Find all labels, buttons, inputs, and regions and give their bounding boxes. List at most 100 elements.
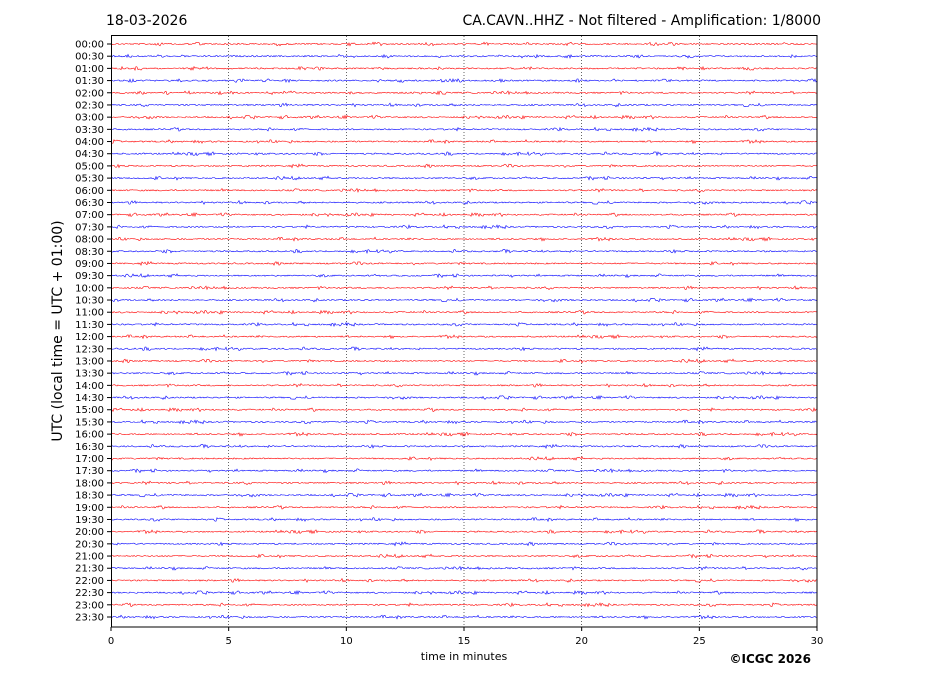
trace-1000 xyxy=(110,285,818,291)
y-tick-label: 00:30 xyxy=(75,52,104,63)
y-tick-label: 23:00 xyxy=(75,600,104,611)
x-tick-label: 0 xyxy=(108,636,114,647)
trace-0530 xyxy=(110,175,817,181)
y-tick-label: 11:30 xyxy=(75,320,104,331)
trace-2030 xyxy=(110,541,818,547)
x-tick-label: 15 xyxy=(458,636,471,647)
trace-0030 xyxy=(110,53,818,59)
y-tick-label: 07:30 xyxy=(75,222,104,233)
y-tick-label: 10:30 xyxy=(75,296,104,307)
trace-2100 xyxy=(110,553,818,559)
y-tick-label: 16:30 xyxy=(75,442,104,453)
y-tick-label: 01:30 xyxy=(75,76,104,87)
trace-1200 xyxy=(110,334,818,340)
y-tick-label: 06:30 xyxy=(75,198,104,209)
traces xyxy=(110,41,818,620)
trace-1900 xyxy=(110,504,818,510)
trace-0230 xyxy=(110,102,818,108)
y-tick-label: 03:00 xyxy=(75,113,104,124)
trace-1930 xyxy=(110,517,818,523)
trace-1400 xyxy=(110,382,818,388)
y-tick-label: 09:00 xyxy=(75,259,104,270)
trace-1030 xyxy=(110,297,818,303)
y-tick-label: 06:00 xyxy=(75,186,104,197)
trace-2200 xyxy=(110,577,818,583)
x-tick-label: 25 xyxy=(693,636,706,647)
trace-1630 xyxy=(110,443,818,449)
y-tick-label: 05:30 xyxy=(75,174,104,185)
trace-0100 xyxy=(110,65,817,71)
y-tick-label: 18:30 xyxy=(75,491,104,502)
y-tick-label: 14:30 xyxy=(75,393,104,404)
y-tick-label: 02:00 xyxy=(75,88,104,99)
trace-1730 xyxy=(110,468,818,474)
trace-1800 xyxy=(110,480,818,486)
y-tick-label: 22:00 xyxy=(75,576,104,587)
y-tick-label: 15:30 xyxy=(75,417,104,428)
y-tick-label: 01:00 xyxy=(75,64,104,75)
x-tick-label: 5 xyxy=(225,636,231,647)
y-tick-label: 21:00 xyxy=(75,552,104,563)
date-label: 18-03-2026 xyxy=(106,13,187,29)
trace-0730 xyxy=(110,224,818,230)
y-tick-label: 09:30 xyxy=(75,271,104,282)
x-axis-ticks: 0 5 10 15 20 25 30 xyxy=(108,627,823,647)
y-tick-label: 11:00 xyxy=(75,308,104,319)
y-tick-label: 14:00 xyxy=(75,381,104,392)
y-tick-label: 19:30 xyxy=(75,515,104,526)
trace-0300 xyxy=(110,114,818,120)
x-tick-label: 10 xyxy=(340,636,353,647)
trace-1330 xyxy=(110,370,817,376)
y-tick-label: 22:30 xyxy=(75,588,104,599)
y-tick-label: 21:30 xyxy=(75,564,104,575)
trace-1530 xyxy=(110,419,818,425)
x-tick-label: 20 xyxy=(575,636,588,647)
y-tick-label: 20:30 xyxy=(75,539,104,550)
trace-1500 xyxy=(110,407,818,413)
trace-2300 xyxy=(110,602,818,608)
trace-0900 xyxy=(110,260,818,267)
trace-0400 xyxy=(110,139,818,145)
y-tick-label: 03:30 xyxy=(75,125,104,136)
y-tick-label: 20:00 xyxy=(75,527,104,538)
y-axis-label: UTC (local time = UTC + 01:00) xyxy=(50,220,66,441)
copyright: ©ICGC 2026 xyxy=(729,652,811,666)
trace-0600 xyxy=(110,187,818,193)
trace-1300 xyxy=(110,358,818,364)
y-tick-label: 07:00 xyxy=(75,210,104,221)
trace-0930 xyxy=(110,273,818,279)
trace-2330 xyxy=(110,614,817,620)
y-tick-label: 23:30 xyxy=(75,613,104,624)
trace-0130 xyxy=(110,78,818,84)
y-tick-label: 13:30 xyxy=(75,369,104,380)
y-tick-label: 12:30 xyxy=(75,344,104,355)
trace-1600 xyxy=(110,431,818,437)
y-tick-label: 18:00 xyxy=(75,478,104,489)
y-tick-label: 04:00 xyxy=(75,137,104,148)
trace-2000 xyxy=(110,529,818,535)
trace-0200 xyxy=(110,90,818,96)
y-tick-label: 08:00 xyxy=(75,235,104,246)
y-tick-label: 19:00 xyxy=(75,503,104,514)
y-tick-label: 15:00 xyxy=(75,405,104,416)
trace-0000 xyxy=(110,41,818,47)
trace-1230 xyxy=(110,346,818,352)
y-tick-label: 04:30 xyxy=(75,149,104,160)
grid-lines xyxy=(228,36,700,627)
trace-1100 xyxy=(110,309,818,315)
plot-frame xyxy=(111,35,818,628)
trace-0830 xyxy=(110,248,818,254)
y-tick-label: 08:30 xyxy=(75,247,104,258)
trace-0500 xyxy=(110,163,818,169)
trace-0630 xyxy=(110,200,818,205)
y-tick-label: 16:00 xyxy=(75,430,104,441)
trace-0700 xyxy=(110,212,818,218)
trace-2230 xyxy=(110,590,818,595)
x-axis-label: time in minutes xyxy=(421,650,508,663)
y-tick-label: 12:00 xyxy=(75,332,104,343)
trace-1130 xyxy=(110,321,818,327)
y-tick-label: 00:00 xyxy=(75,40,104,51)
y-tick-label: 05:00 xyxy=(75,161,104,172)
trace-0800 xyxy=(110,236,818,242)
